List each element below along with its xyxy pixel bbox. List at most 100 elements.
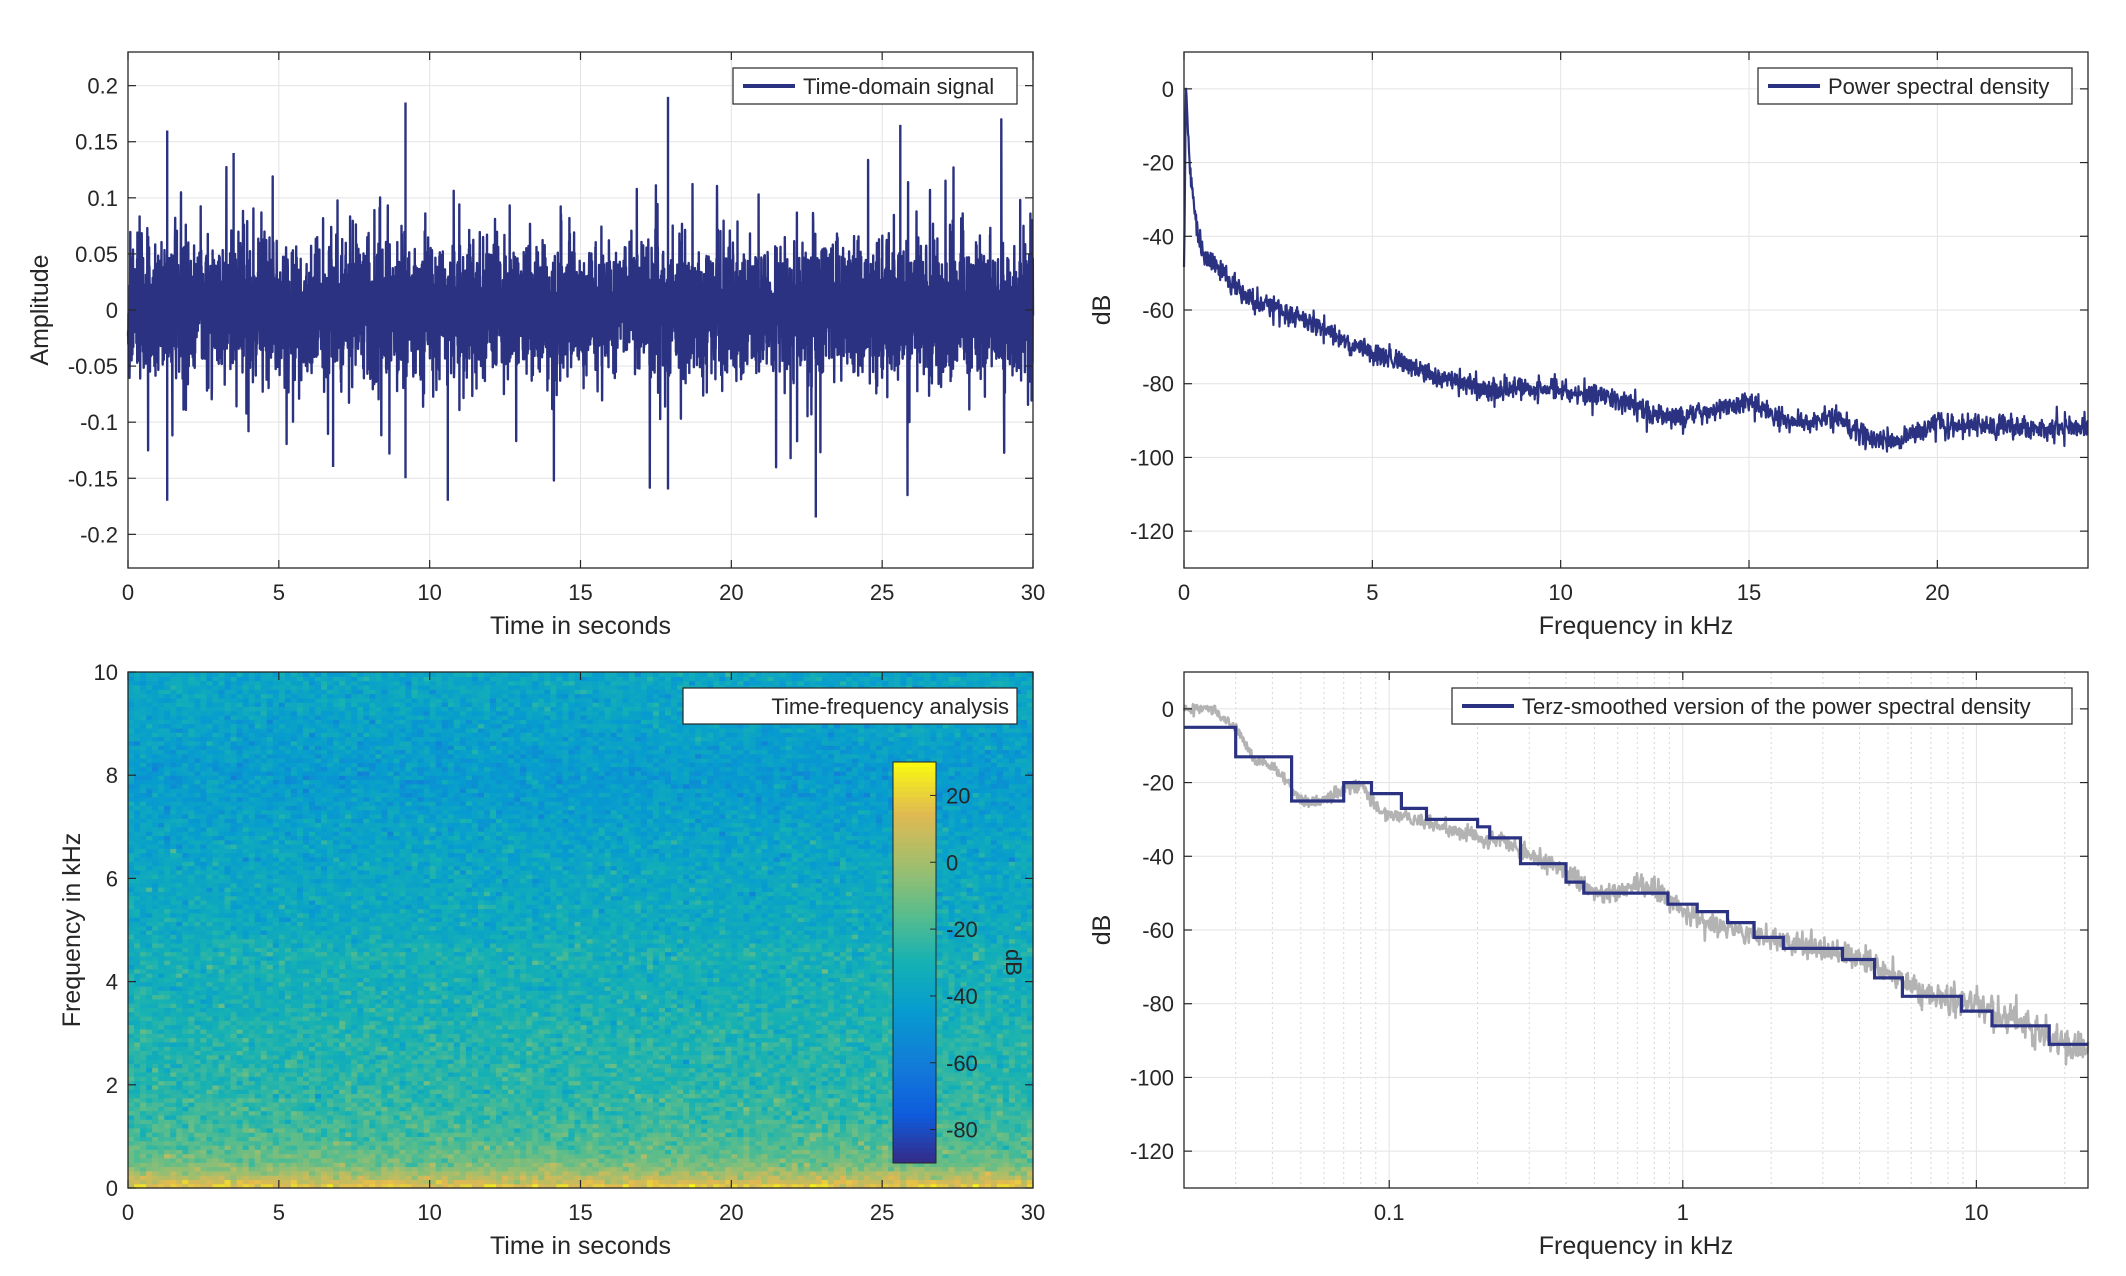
x-tick-label: 20 bbox=[719, 580, 743, 605]
spectrogram-cell bbox=[864, 1175, 871, 1180]
spectrogram-cell bbox=[532, 1119, 539, 1125]
spectrogram-cell bbox=[194, 1166, 201, 1172]
spectrogram-cell bbox=[164, 1114, 171, 1120]
spectrogram-cell bbox=[876, 1175, 883, 1180]
spectrogram-cell bbox=[616, 1106, 624, 1112]
spectrogram-cell bbox=[260, 1166, 268, 1172]
spectrogram-cell bbox=[206, 1050, 214, 1056]
spectrogram-cell bbox=[761, 1140, 769, 1146]
spectrogram-cell bbox=[236, 1119, 244, 1125]
spectrogram-cell bbox=[815, 1123, 823, 1129]
spectrogram-cell bbox=[128, 1145, 135, 1150]
spectrogram-cell bbox=[351, 1119, 358, 1125]
spectrogram-cell bbox=[616, 1157, 624, 1163]
spectrogram-cell bbox=[658, 1059, 666, 1064]
spectrogram-cell bbox=[809, 1067, 817, 1073]
spectrogram-cell bbox=[689, 1071, 696, 1077]
spectrogram-cell bbox=[815, 1102, 823, 1107]
spectrogram-cell bbox=[852, 1136, 859, 1142]
spectrogram-cell bbox=[327, 1071, 334, 1077]
spectrogram-cell bbox=[508, 1114, 515, 1120]
spectrogram-cell bbox=[417, 1046, 425, 1051]
spectrogram-cell bbox=[152, 1157, 159, 1163]
spectrogram-cell bbox=[230, 1097, 238, 1103]
spectrogram-cell bbox=[586, 1050, 594, 1056]
spectrogram-cell bbox=[278, 1059, 286, 1064]
spectrogram-cell bbox=[357, 1050, 364, 1056]
spectrogram-cell bbox=[900, 1170, 907, 1176]
spectrogram-cell bbox=[176, 1110, 183, 1116]
spectrogram-cell bbox=[737, 1071, 744, 1077]
spectrogram-cell bbox=[345, 1136, 352, 1142]
spectrogram-cell bbox=[224, 1050, 232, 1056]
spectrogram-cell bbox=[302, 1114, 310, 1120]
spectrogram-cell bbox=[254, 1179, 262, 1185]
spectrogram-cell bbox=[743, 1084, 751, 1090]
spectrogram-cell bbox=[936, 1106, 944, 1112]
spectrogram-cell bbox=[677, 1080, 684, 1086]
spectrogram-cell bbox=[423, 1162, 431, 1168]
spectrogram-cell bbox=[592, 1119, 600, 1125]
spectrogram-cell bbox=[393, 1162, 401, 1168]
spectrogram-cell bbox=[652, 1175, 660, 1180]
spectrogram-cell bbox=[779, 1123, 787, 1129]
spectrogram-cell bbox=[429, 1127, 437, 1133]
spectrogram-cell bbox=[230, 1166, 238, 1172]
spectrogram-cell bbox=[797, 1162, 805, 1168]
spectrogram-cell bbox=[465, 1183, 473, 1189]
spectrogram-cell bbox=[363, 1050, 370, 1056]
spectrogram-cell bbox=[677, 1106, 684, 1112]
spectrogram-cell bbox=[302, 1097, 310, 1103]
spectrogram-cell bbox=[272, 1050, 280, 1056]
spectrogram-cell bbox=[664, 1123, 672, 1129]
spectrogram-cell bbox=[592, 1102, 600, 1107]
spectrogram-cell bbox=[984, 1136, 992, 1142]
spectrogram-cell bbox=[333, 1119, 340, 1125]
spectrogram-cell bbox=[363, 1166, 370, 1172]
spectrogram-cell bbox=[520, 1089, 527, 1094]
spectrogram-cell bbox=[888, 1106, 895, 1112]
spectrogram-cell bbox=[882, 1123, 889, 1129]
spectrogram-cell bbox=[375, 1183, 382, 1189]
spectrogram-cell bbox=[321, 1175, 328, 1180]
spectrogram-cell bbox=[134, 1132, 141, 1137]
spectrogram-cell bbox=[574, 1054, 582, 1060]
y-tick-label: -60 bbox=[1142, 298, 1174, 323]
spectrogram-cell bbox=[477, 1119, 485, 1125]
spectrogram-cell bbox=[375, 1132, 382, 1137]
spectrogram-cell bbox=[803, 1149, 811, 1155]
spectrogram-cell bbox=[779, 1179, 787, 1185]
spectrogram-cell bbox=[345, 1046, 352, 1051]
spectrogram-cell bbox=[357, 1166, 364, 1172]
spectrogram-cell bbox=[363, 1179, 370, 1185]
spectrogram-cell bbox=[520, 1119, 527, 1125]
spectrogram-cell bbox=[327, 1179, 334, 1185]
spectrogram-cell bbox=[815, 1110, 823, 1116]
spectrogram-cell bbox=[646, 1136, 654, 1142]
spectrogram-cell bbox=[809, 1123, 817, 1129]
spectrogram-cell bbox=[315, 1166, 322, 1172]
spectrogram-cell bbox=[773, 1179, 781, 1185]
spectrogram-cell bbox=[538, 1119, 545, 1125]
spectrogram-cell bbox=[333, 1110, 340, 1116]
spectrogram-cell bbox=[272, 1067, 280, 1073]
spectrogram-cell bbox=[707, 1127, 714, 1133]
spectrogram-cell bbox=[592, 1106, 600, 1112]
spectrogram-cell bbox=[550, 1127, 557, 1133]
spectrogram-cell bbox=[707, 1050, 714, 1056]
spectrogram-cell bbox=[634, 1149, 642, 1155]
spectrogram-cell bbox=[152, 1145, 159, 1150]
spectrogram-cell bbox=[713, 1059, 720, 1064]
spectrogram-cell bbox=[520, 1059, 527, 1064]
spectrogram-cell bbox=[683, 1054, 690, 1060]
spectrogram-cell bbox=[640, 1179, 648, 1185]
spectrogram-cell bbox=[767, 1106, 775, 1112]
spectrogram-cell bbox=[990, 1071, 998, 1077]
spectrogram-cell bbox=[791, 1089, 799, 1094]
spectrogram-cell bbox=[996, 1059, 1004, 1064]
spectrogram-cell bbox=[713, 1145, 720, 1150]
spectrogram-cell bbox=[640, 1119, 648, 1125]
spectrogram-cell bbox=[683, 1063, 690, 1069]
spectrogram-cell bbox=[616, 1132, 624, 1137]
spectrogram-cell bbox=[773, 1102, 781, 1107]
